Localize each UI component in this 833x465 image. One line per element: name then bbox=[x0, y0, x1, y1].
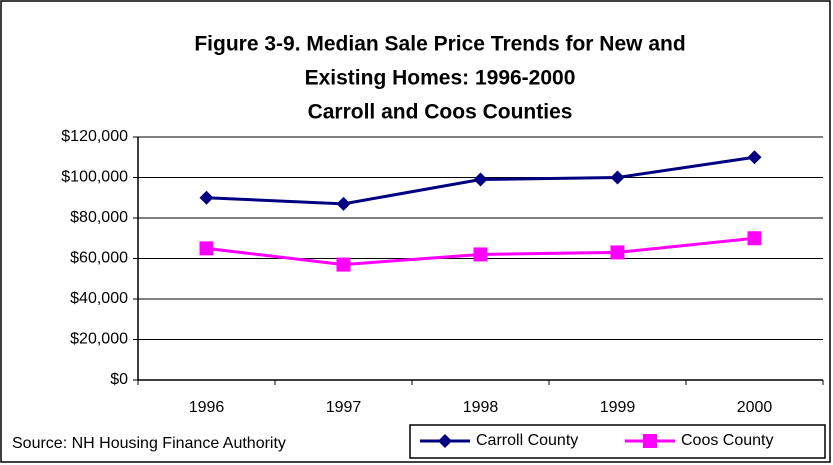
marker bbox=[610, 170, 625, 185]
chart-title: Figure 3-9. Median Sale Price Trends for… bbox=[194, 33, 685, 56]
y-tick-label: $120,000 bbox=[61, 128, 128, 145]
marker bbox=[199, 190, 214, 205]
x-tick-label: 1997 bbox=[326, 399, 362, 416]
y-tick-label: $80,000 bbox=[70, 209, 128, 226]
y-tick-label: $20,000 bbox=[70, 331, 128, 348]
marker bbox=[438, 434, 452, 448]
y-tick-label: $100,000 bbox=[61, 169, 128, 186]
marker bbox=[610, 245, 625, 260]
chart-title: Existing Homes: 1996-2000 bbox=[305, 67, 576, 90]
source-note: Source: NH Housing Finance Authority bbox=[12, 435, 286, 452]
x-tick-label: 2000 bbox=[737, 399, 773, 416]
marker bbox=[747, 150, 762, 165]
y-tick-label: $60,000 bbox=[70, 250, 128, 267]
x-tick-label: 1999 bbox=[600, 399, 636, 416]
marker bbox=[199, 241, 214, 256]
x-tick-label: 1996 bbox=[189, 399, 225, 416]
legend-label: Carroll County bbox=[476, 432, 578, 449]
marker bbox=[473, 247, 488, 262]
marker bbox=[643, 434, 657, 448]
legend-box bbox=[409, 424, 826, 459]
marker bbox=[336, 196, 351, 211]
marker bbox=[336, 257, 351, 272]
chart-subtitle: Carroll and Coos Counties bbox=[308, 101, 573, 124]
x-tick-label: 1998 bbox=[463, 399, 499, 416]
y-tick-label: $40,000 bbox=[70, 290, 128, 307]
marker bbox=[473, 172, 488, 187]
legend-label: Coos County bbox=[681, 432, 774, 449]
marker bbox=[747, 231, 762, 246]
y-tick-label: $0 bbox=[110, 371, 128, 388]
